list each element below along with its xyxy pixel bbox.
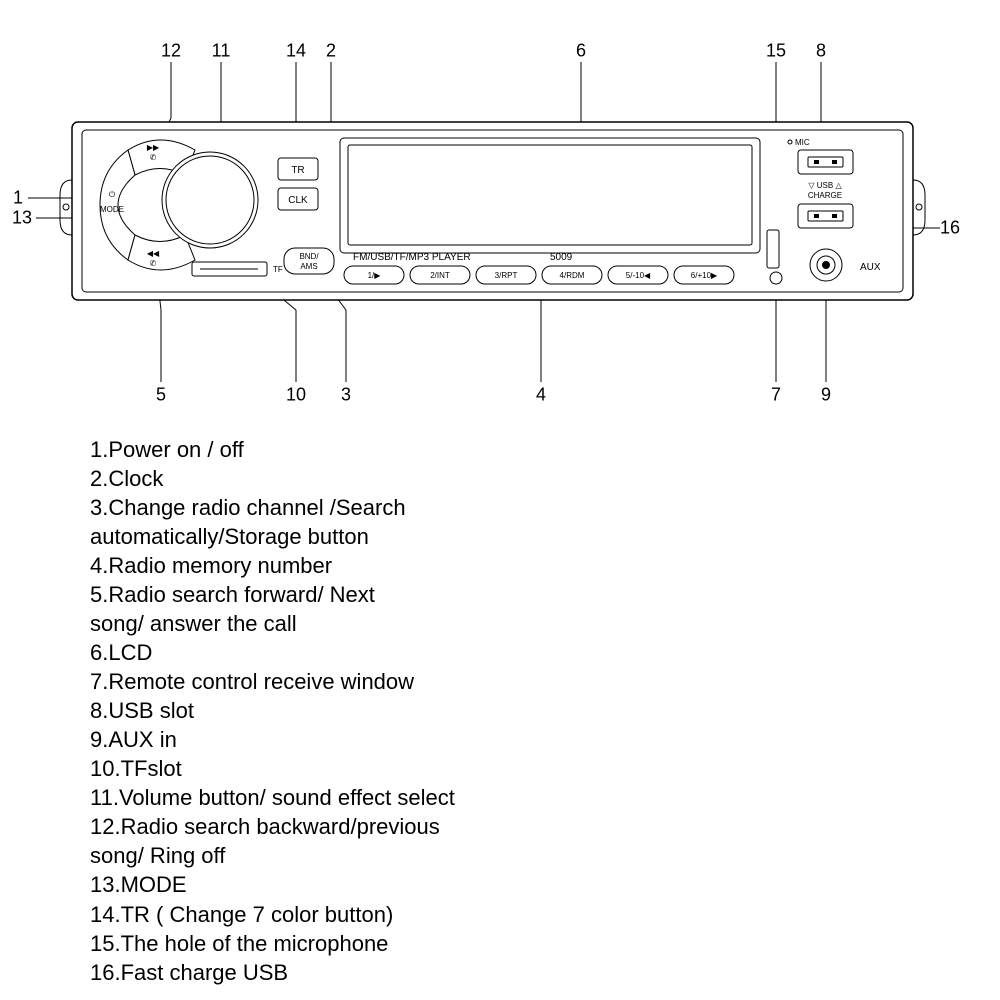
callout-3: 3 [341,385,351,406]
legend-item: 1.Power on / off [90,435,890,464]
callout-4: 4 [536,385,546,406]
callout-16: 16 [940,218,960,239]
svg-text:MODE: MODE [100,205,124,214]
legend-item: 3.Change radio channel /Search [90,493,890,522]
legend-item: 2.Clock [90,464,890,493]
usb-slot [798,150,853,174]
svg-text:TR: TR [291,165,304,176]
svg-text:5009: 5009 [550,252,573,263]
legend-item: 7.Remote control receive window [90,667,890,696]
volume-knob [162,152,258,248]
svg-text:1/▶: 1/▶ [368,271,382,280]
callout-2: 2 [326,41,336,62]
callout-15: 15 [766,41,786,62]
legend-item: 9.AUX in [90,725,890,754]
legend-item: song/ answer the call [90,609,890,638]
svg-text:CLK: CLK [288,195,308,206]
svg-text:CHARGE: CHARGE [808,191,842,200]
svg-text:TF: TF [273,265,283,274]
callout-5: 5 [156,385,166,406]
lcd-screen [340,138,760,253]
legend-item: 16.Fast charge USB [90,958,890,987]
legend-item: 4.Radio memory number [90,551,890,580]
svg-text:AMS: AMS [300,262,317,271]
svg-text:⏻: ⏻ [109,190,116,199]
callout-10: 10 [286,385,306,406]
legend-item: automatically/Storage button [90,522,890,551]
svg-text:6/+10▶: 6/+10▶ [691,271,718,280]
callout-11: 11 [212,41,231,62]
svg-text:5/-10◀: 5/-10◀ [626,271,651,280]
legend-item: 14.TR ( Change 7 color button) [90,900,890,929]
legend-item: 11.Volume button/ sound effect select [90,783,890,812]
diagram-svg: ▶▶ ✆ ◀◀ ✆ ⏻ MODE TR CLK BND/ AMS TF FM/U… [0,0,1000,420]
svg-text:3/RPT: 3/RPT [495,271,518,280]
legend-item: 8.USB slot [90,696,890,725]
legend-item: 6.LCD [90,638,890,667]
callout-13: 13 [12,208,32,229]
svg-text:AUX: AUX [860,262,881,273]
legend-item: 15.The hole of the microphone [90,929,890,958]
callout-12: 12 [161,41,181,62]
car-stereo-diagram: 12 11 14 2 6 15 8 1 13 16 5 10 3 4 7 9 [0,0,1000,420]
callout-9: 9 [821,385,831,406]
legend-item: 13.MODE [90,870,890,899]
svg-text:▶▶: ▶▶ [147,143,160,152]
svg-text:✆: ✆ [150,259,157,268]
svg-text:BND/: BND/ [299,252,319,261]
callout-6: 6 [576,41,586,62]
legend-item: 5.Radio search forward/ Next [90,580,890,609]
callout-1: 1 [13,188,23,209]
legend-item: song/ Ring off [90,841,890,870]
svg-text:✆: ✆ [150,153,157,162]
callout-8: 8 [816,41,826,62]
svg-text:◀◀: ◀◀ [147,249,160,258]
svg-text:FM/USB/TF/MP3 PLAYER: FM/USB/TF/MP3 PLAYER [353,252,471,263]
callout-7: 7 [771,385,781,406]
remote-window [767,230,779,268]
svg-text:MIC: MIC [795,138,810,147]
callout-14: 14 [286,41,306,62]
legend-item: 12.Radio search backward/previous [90,812,890,841]
legend-list: 1.Power on / off 2.Clock 3.Change radio … [90,435,890,987]
svg-text:4/RDM: 4/RDM [560,271,585,280]
usb-charge-slot [798,204,853,228]
svg-text:▽ USB △: ▽ USB △ [808,181,842,190]
legend-item: 10.TFslot [90,754,890,783]
svg-text:2/INT: 2/INT [430,271,450,280]
